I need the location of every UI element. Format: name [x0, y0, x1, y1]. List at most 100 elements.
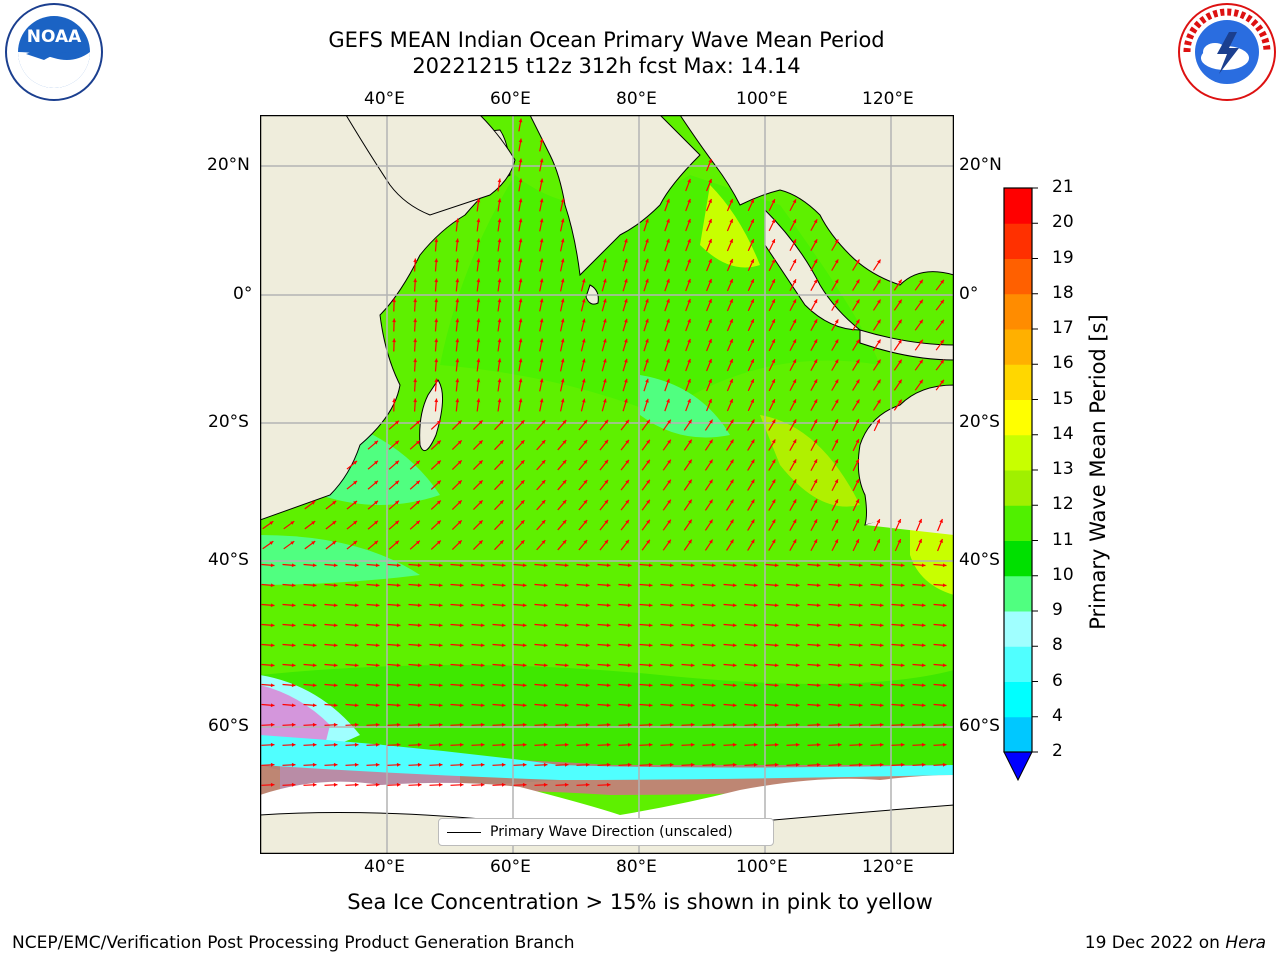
wave-arrow-head: [750, 479, 755, 484]
wave-arrow-head: [518, 398, 523, 403]
wave-arrow-head: [497, 198, 502, 203]
wave-arrow-head: [666, 358, 670, 363]
wave-arrow-head: [919, 379, 923, 384]
wave-arrow-head: [750, 399, 754, 404]
lon-top-tick: 100°E: [736, 89, 788, 109]
wave-arrow-head: [750, 499, 755, 504]
wave-arrow-head: [312, 703, 317, 708]
wave-arrow-head: [539, 218, 544, 223]
wave-arrow-head: [476, 278, 481, 283]
wave-arrow-head: [771, 499, 776, 504]
wave-arrow-head: [291, 563, 296, 568]
wave-arrow-head: [729, 199, 733, 204]
wave-arrow-head: [837, 583, 842, 588]
wave-arrow-head: [648, 563, 653, 568]
wave-arrow-head: [879, 603, 884, 608]
wave-arrow-head: [606, 762, 611, 767]
wave-arrow-head: [879, 563, 884, 568]
wave-arrow-head: [560, 218, 565, 223]
wave-arrow-head: [795, 683, 800, 688]
wave-arrow-head: [520, 540, 525, 545]
lon-top-tick: 40°E: [364, 89, 405, 109]
wave-arrow-head: [375, 722, 380, 727]
wave-arrow-head: [750, 539, 755, 544]
wave-arrow-head: [732, 762, 737, 767]
wave-arrow-head: [585, 722, 590, 727]
wave-arrow-head: [438, 623, 443, 628]
wave-arrow-head: [501, 762, 506, 767]
wave-arrow-head: [750, 219, 754, 224]
wave-arrow-head: [900, 762, 905, 767]
wave-arrow-head: [900, 742, 905, 747]
wave-arrow-head: [753, 722, 758, 727]
wave-arrow-head: [711, 703, 716, 708]
wave-arrow-head: [541, 440, 546, 445]
lon-bottom-tick: 60°E: [490, 857, 531, 877]
wave-arrow-head: [480, 583, 485, 588]
wave-arrow-head: [541, 540, 546, 545]
colorbar-band: [1004, 188, 1032, 224]
wave-arrow-head: [415, 540, 420, 545]
lon-top-tick: 60°E: [490, 89, 531, 109]
colorbar-band: [1004, 611, 1032, 647]
colorbar-band: [1004, 681, 1032, 718]
colorbar-tick-label: 6: [1052, 670, 1063, 691]
legend-label: Primary Wave Direction (unscaled): [490, 824, 733, 840]
wave-arrow-head: [709, 539, 713, 544]
wave-arrow-head: [771, 399, 776, 404]
wave-arrow-head: [518, 298, 523, 303]
wave-arrow-head: [648, 603, 653, 608]
wave-arrow-head: [354, 583, 359, 588]
wave-arrow-head: [837, 603, 842, 608]
wave-arrow-head: [648, 722, 653, 727]
wave-arrow-head: [645, 238, 649, 243]
wave-arrow-head: [499, 420, 504, 425]
wave-arrow-head: [732, 663, 737, 668]
wave-arrow-head: [771, 199, 776, 204]
wave-arrow-head: [564, 643, 569, 648]
wave-arrow-head: [921, 703, 926, 708]
wave-arrow-head: [792, 259, 797, 264]
wave-arrow-head: [332, 541, 337, 545]
wave-arrow-head: [858, 643, 863, 648]
wave-arrow-head: [939, 538, 943, 543]
wave-arrow-head: [522, 742, 527, 747]
wave-arrow-head: [709, 459, 713, 464]
wave-arrow-head: [834, 319, 839, 324]
wave-arrow-head: [771, 279, 776, 284]
wave-arrow-head: [332, 521, 337, 525]
wave-arrow-head: [876, 419, 881, 424]
wave-arrow-head: [583, 499, 588, 504]
wave-arrow-head: [333, 663, 338, 668]
wave-arrow-head: [627, 563, 632, 568]
wave-arrow-head: [270, 722, 275, 727]
wave-arrow-head: [480, 782, 485, 787]
wave-arrow-head: [627, 603, 632, 608]
noaa-logo: NOAA: [5, 3, 103, 101]
wave-arrow-head: [690, 762, 695, 767]
colorbar: [1003, 187, 1038, 782]
wave-arrow-head: [648, 583, 653, 588]
wave-arrow-head: [459, 722, 464, 727]
wave-arrow-head: [539, 138, 544, 143]
wave-arrow-head: [690, 742, 695, 747]
wave-arrow-head: [585, 643, 590, 648]
wave-arrow-head: [645, 398, 649, 403]
wave-arrow-head: [585, 703, 590, 708]
wave-arrow-head: [478, 460, 483, 465]
wave-arrow-head: [648, 663, 653, 668]
wave-arrow-head: [541, 480, 546, 485]
wave-arrow-head: [543, 643, 548, 648]
wave-arrow-head: [518, 358, 523, 363]
wave-arrow-head: [522, 643, 527, 648]
wave-arrow-head: [753, 683, 758, 688]
wave-arrow-head: [666, 278, 670, 283]
wave-arrow-head: [354, 722, 359, 727]
wave-arrow-head: [602, 378, 607, 383]
wave-arrow-head: [666, 378, 670, 383]
wave-arrow-head: [291, 722, 296, 727]
wave-arrow-head: [750, 319, 754, 324]
wave-arrow-head: [499, 440, 504, 445]
wave-arrow-head: [539, 278, 544, 283]
wave-arrow-head: [333, 583, 338, 588]
